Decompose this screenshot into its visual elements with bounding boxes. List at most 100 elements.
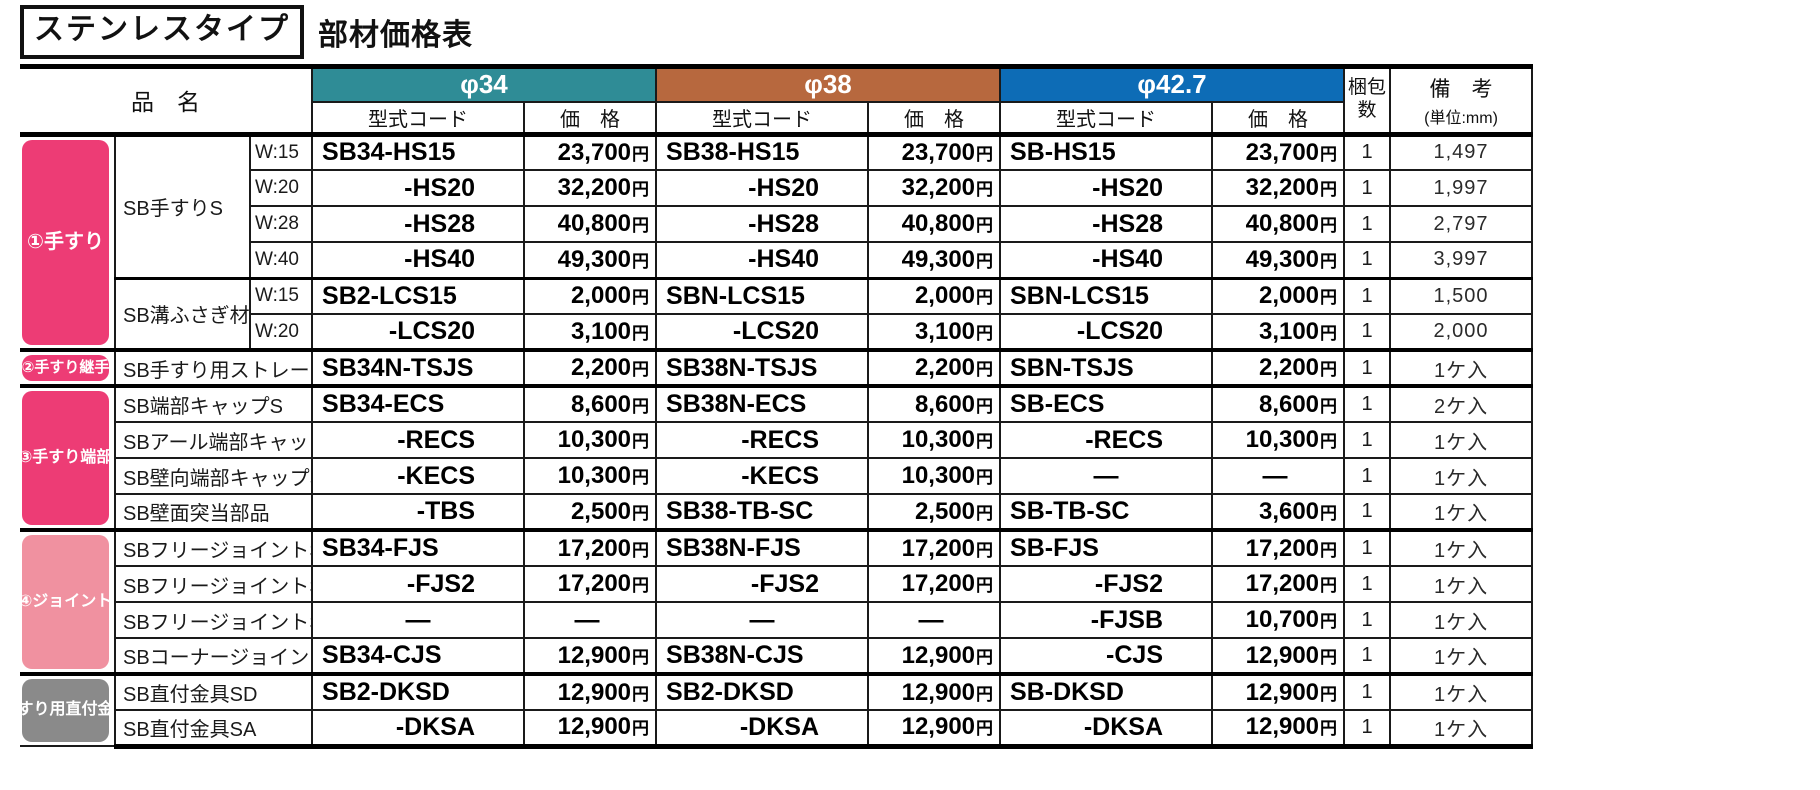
price-phi34: 10,300円	[523, 457, 658, 495]
code-phi38: SB38N-TSJS	[655, 348, 870, 387]
code-phi38: -RECS	[655, 421, 870, 459]
group-label-joint: ④ジョイント	[20, 535, 112, 669]
remarks-value: 1ケ入	[1389, 601, 1534, 639]
code-phi427: SBN-LCS15	[999, 276, 1214, 315]
product-name: SB壁向端部キャップS	[113, 457, 314, 495]
column-header-phi427: φ42.7	[999, 64, 1346, 103]
group-label-handrail-joint: ②手すり継手	[22, 355, 109, 381]
pack-count: 1	[1343, 241, 1392, 279]
code-phi427: -DKSA	[999, 709, 1214, 749]
product-name: SB手すりS	[114, 133, 251, 279]
code-phi427: -FJSB	[999, 601, 1214, 639]
code-phi38: -HS40	[655, 241, 870, 279]
remarks-value: 1,497	[1389, 133, 1534, 171]
pack-count: 1	[1343, 672, 1392, 711]
code-phi38: SB38-HS15	[655, 133, 870, 171]
code-phi34: -TBS	[311, 493, 526, 531]
pack-count: 1	[1343, 384, 1392, 423]
titlebar: ステンレスタイプ 部材価格表	[20, 5, 1820, 59]
remarks-value: 1ケ入	[1389, 348, 1534, 387]
price-phi38: 12,900円	[867, 637, 1002, 675]
width-label: W:20	[248, 169, 314, 207]
code-phi34: SB34N-TSJS	[311, 348, 526, 387]
code-phi427: -FJS2	[999, 565, 1214, 603]
code-phi38: -KECS	[655, 457, 870, 495]
code-phi427: -HS20	[999, 169, 1214, 207]
group-label-direct-mount: 手すり用 直付金具	[20, 679, 113, 742]
price-phi38: 17,200円	[867, 565, 1002, 603]
code-phi38: -DKSA	[655, 709, 870, 749]
page-title: 部材価格表	[318, 19, 473, 52]
price-phi427: 40,800円	[1211, 205, 1346, 243]
column-header-phi38: φ38	[655, 64, 1002, 103]
price-phi38: 17,200円	[867, 528, 1002, 567]
column-header-code-phi427: 型式コード	[999, 100, 1214, 137]
width-label: W:40	[248, 241, 314, 279]
code-phi38: -LCS20	[655, 313, 870, 351]
price-phi34: 40,800円	[523, 205, 658, 243]
product-name: SBフリージョイントSA2	[113, 565, 314, 603]
column-header-pack-count: 梱包 数	[1343, 64, 1392, 137]
pack-count: 1	[1343, 528, 1392, 567]
pack-count: 1	[1343, 348, 1392, 387]
price-phi34: 2,200円	[523, 348, 658, 387]
remarks-value: 1ケ入	[1389, 493, 1534, 531]
price-phi427: 10,700円	[1211, 601, 1346, 639]
header-row-code-price: 型式コード 価 格 型式コード 価 格 型式コード 価 格	[20, 100, 1532, 137]
remarks-value: 1,997	[1389, 169, 1534, 207]
code-phi427: —	[999, 457, 1214, 495]
price-phi427: 49,300円	[1211, 241, 1346, 279]
code-phi34: -RECS	[311, 421, 526, 459]
group-label-handrail: ①手すり	[22, 139, 109, 345]
width-label: W:28	[248, 205, 314, 243]
price-phi427: 12,900円	[1211, 709, 1346, 749]
code-phi38: SB38N-ECS	[655, 384, 870, 423]
code-phi34: SB34-HS15	[311, 133, 526, 171]
pack-count: 1	[1343, 276, 1392, 315]
code-phi427: -HS40	[999, 241, 1214, 279]
group-cell-handrail-joint: ②手すり継手	[20, 348, 116, 387]
price-sheet-page: ステンレスタイプ 部材価格表 品 名 φ34 φ38 φ42.7 梱包 数 備 …	[20, 5, 1820, 749]
pack-count: 1	[1343, 421, 1392, 459]
code-phi34: SB34-CJS	[311, 637, 526, 675]
product-name: SB壁面突当部品	[113, 493, 314, 531]
group-cell-handrail-end: ③手すり端部	[20, 384, 116, 531]
price-phi38: 2,200円	[867, 348, 1002, 387]
code-phi34: -FJS2	[311, 565, 526, 603]
code-phi38: SB2-DKSD	[655, 672, 870, 711]
pack-count-label-line2: 数	[1357, 100, 1377, 122]
price-phi34: 2,000円	[523, 276, 658, 315]
product-name: SBコーナージョイントS	[113, 637, 314, 675]
price-phi34: 12,900円	[523, 637, 658, 675]
pack-count: 1	[1343, 709, 1392, 749]
price-phi427: 12,900円	[1211, 672, 1346, 711]
price-phi34: 12,900円	[523, 672, 658, 711]
product-name: SB端部キャップS	[113, 384, 314, 423]
pack-count: 1	[1343, 565, 1392, 603]
code-phi34: SB2-LCS15	[311, 276, 526, 315]
code-phi38: SBN-LCS15	[655, 276, 870, 315]
code-phi34: SB2-DKSD	[311, 672, 526, 711]
pack-count: 1	[1343, 133, 1392, 171]
price-phi38: 8,600円	[867, 384, 1002, 423]
series-title-box: ステンレスタイプ	[20, 5, 304, 59]
code-phi34: -HS28	[311, 205, 526, 243]
code-phi427: SB-FJS	[999, 528, 1214, 567]
pack-count: 1	[1343, 205, 1392, 243]
price-phi34: 23,700円	[523, 133, 658, 171]
price-phi34: 8,600円	[523, 384, 658, 423]
column-header-price-phi34: 価 格	[523, 100, 658, 137]
pack-count: 1	[1343, 637, 1392, 675]
price-phi427: 32,200円	[1211, 169, 1346, 207]
code-phi38: -FJS2	[655, 565, 870, 603]
product-name: SB手すり用ストレート継手	[113, 348, 314, 387]
price-phi34: 17,200円	[523, 528, 658, 567]
table-row: W:40 -HS40 49,300円 -HS40 49,300円 -HS40 4…	[20, 241, 1534, 279]
code-phi34: -HS20	[311, 169, 526, 207]
column-header-remarks: 備 考 (単位:mm)	[1389, 64, 1534, 137]
price-phi34: 12,900円	[523, 709, 658, 749]
table-row: W:28 -HS28 40,800円 -HS28 40,800円 -HS28 4…	[20, 205, 1534, 243]
group-cell-handrail: ①手すり	[20, 133, 116, 351]
